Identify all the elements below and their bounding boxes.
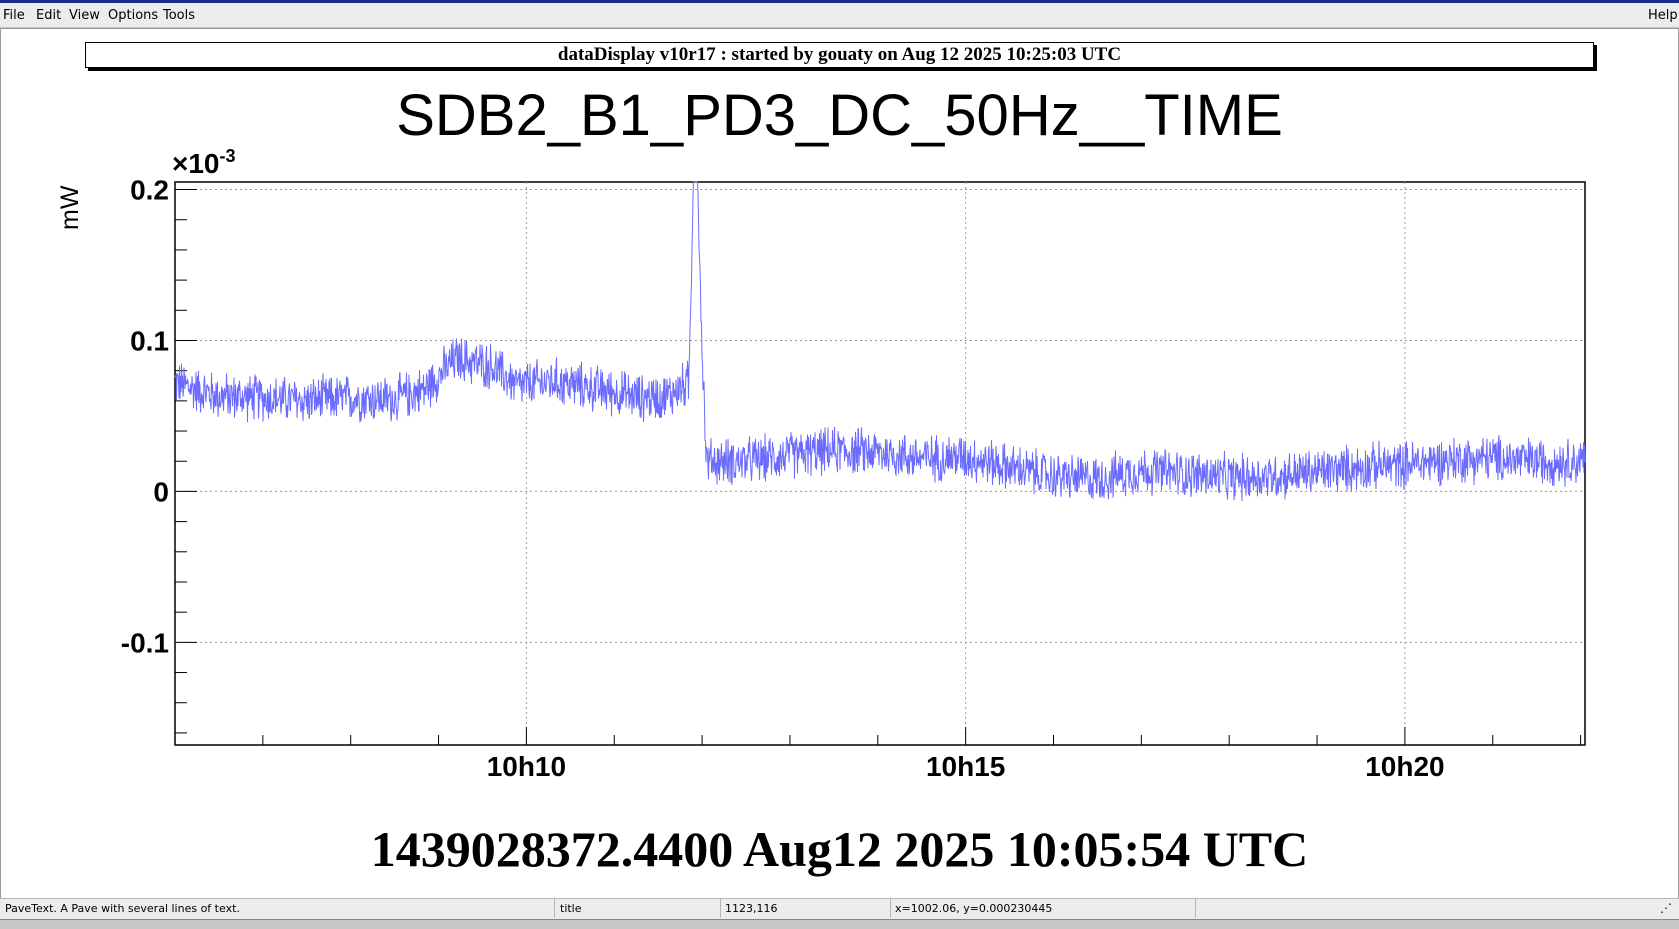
status-object: PaveText. A Pave with several lines of t… <box>0 899 555 918</box>
x-tick-label: 10h20 <box>1365 751 1444 782</box>
resize-grip-icon[interactable]: ⋰ <box>1660 901 1672 915</box>
status-coords: x=1002.06, y=0.000230445 <box>890 899 1196 918</box>
menu-view[interactable]: View <box>69 8 100 23</box>
taskbar <box>0 919 1679 929</box>
info-pave[interactable]: dataDisplay v10r17 : started by gouaty o… <box>85 42 1594 68</box>
y-tick-label: 0.1 <box>130 325 169 356</box>
gps-timestamp: 1439028372.4400 Aug12 2025 10:05:54 UTC <box>370 821 1309 877</box>
status-pixel: 1123,116 <box>720 899 891 918</box>
status-name: title <box>555 899 721 918</box>
y-tick-label: 0 <box>153 476 169 507</box>
menu-edit[interactable]: Edit <box>36 8 62 23</box>
menu-help[interactable]: Help <box>1648 8 1678 23</box>
x-tick-label: 10h15 <box>926 751 1005 782</box>
window-top-border <box>0 0 1679 3</box>
series-line <box>174 181 1586 502</box>
y-tick-label: 0.2 <box>130 175 169 206</box>
menu-bar: File Edit View Options Tools Help <box>0 3 1679 28</box>
x-tick-label: 10h10 <box>487 751 566 782</box>
menu-file[interactable]: File <box>3 8 25 23</box>
plot-frame <box>174 181 1586 746</box>
y-exponent: ×10-3 <box>172 146 236 179</box>
status-bar: PaveText. A Pave with several lines of t… <box>0 898 1679 919</box>
menu-tools[interactable]: Tools <box>163 8 196 23</box>
menu-options[interactable]: Options <box>108 8 159 23</box>
chart-title[interactable]: SDB2_B1_PD3_DC_50Hz__TIME <box>396 83 1283 148</box>
y-tick-label: -0.1 <box>121 627 169 658</box>
